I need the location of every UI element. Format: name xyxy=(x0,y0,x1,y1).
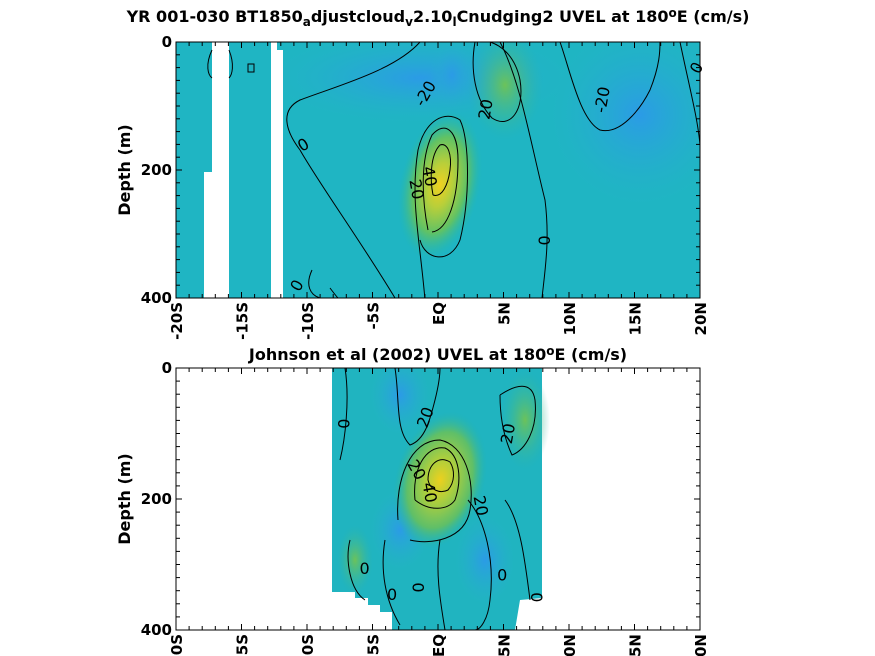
x-tick-label: -20S xyxy=(168,634,186,656)
y-axis-label: Depth (m) xyxy=(115,124,134,216)
x-tick-label: 10N xyxy=(561,302,579,335)
y-axis-label: Depth (m) xyxy=(115,453,134,545)
panel-title: Johnson et al (2002) UVEL at 180oE (cm/s… xyxy=(248,344,627,364)
title-part: E (cm/s) xyxy=(554,345,627,364)
x-tick-label: EQ xyxy=(430,634,448,656)
y-tick-label: 400 xyxy=(141,289,172,307)
x-tick-label: -10S xyxy=(299,634,317,656)
contour-label: 0 xyxy=(527,592,546,602)
contour-label: 20 xyxy=(470,494,492,517)
x-tick-label: 20N xyxy=(692,302,710,335)
x-tick-label: 10N xyxy=(561,634,579,656)
axes: -20S -15S -10S -5S EQ 5N 10N 15N 20N0200400Depth… xyxy=(115,33,710,340)
title-part: YR 001-030 BT1850 xyxy=(126,7,303,26)
x-tick-label: -15S xyxy=(234,302,252,340)
x-tick-label: 5N xyxy=(496,302,514,325)
contour-lines xyxy=(207,42,700,298)
contour-label: 20 xyxy=(405,178,427,201)
contour-label: 40 xyxy=(419,165,441,188)
title-part: djustcloud xyxy=(311,7,405,26)
contour-label: 0 xyxy=(387,585,397,604)
heatmap-field xyxy=(332,368,550,630)
x-tick-label: 5N xyxy=(496,634,514,656)
y-tick-label: 200 xyxy=(141,161,172,179)
x-tick-label: 15N xyxy=(627,634,645,656)
x-tick-label: 15N xyxy=(627,302,645,335)
y-tick-label: 200 xyxy=(141,490,172,508)
title-part: o xyxy=(669,6,677,20)
axes: -20S -15S -10S -5S EQ 5N 10N 15N 20N0200400Depth… xyxy=(115,359,710,656)
panel-bottom: Johnson et al (2002) UVEL at 180oE (cm/s… xyxy=(115,344,710,656)
contour-label: 0 xyxy=(535,235,554,245)
title-part: Johnson et al (2002) UVEL at 180 xyxy=(248,345,546,364)
x-tick-label: -5S xyxy=(365,302,383,329)
x-tick-label: -5S xyxy=(365,634,383,656)
contour-label: -20 xyxy=(591,85,614,114)
x-tick-label: -10S xyxy=(299,302,317,340)
contour-label: 20 xyxy=(475,98,497,121)
contour-label: 0 xyxy=(408,582,427,592)
y-tick-label: 0 xyxy=(162,359,172,377)
y-tick-label: 400 xyxy=(141,621,172,639)
title-part: 2.10 xyxy=(413,7,452,26)
contour-label: 20 xyxy=(497,422,519,445)
x-tick-label: 20N xyxy=(692,634,710,656)
y-tick-label: 0 xyxy=(162,33,172,51)
title-part: o xyxy=(546,344,554,358)
x-tick-label: EQ xyxy=(430,302,448,325)
title-part: a xyxy=(303,15,311,29)
title-part: E (cm/s) xyxy=(677,7,750,26)
title-part: v xyxy=(405,15,413,29)
panel-title: YR 001-030 BT1850adjustcloudv2.10lCnudgi… xyxy=(126,6,750,30)
title-part: l xyxy=(452,15,456,29)
title-part: Cnudging2 UVEL at 180 xyxy=(457,7,669,26)
contour-lines xyxy=(339,368,536,630)
x-tick-label: -20S xyxy=(168,302,186,340)
contour-label: 0 xyxy=(360,559,370,578)
contour-label: 0 xyxy=(497,565,507,584)
contour-label: 0 xyxy=(335,419,354,429)
contour-label: 40 xyxy=(419,481,441,504)
x-tick-label: -15S xyxy=(234,634,252,656)
panel-top: YR 001-030 BT1850adjustcloudv2.10lCnudgi… xyxy=(115,6,749,340)
heatmap-field xyxy=(176,42,700,298)
